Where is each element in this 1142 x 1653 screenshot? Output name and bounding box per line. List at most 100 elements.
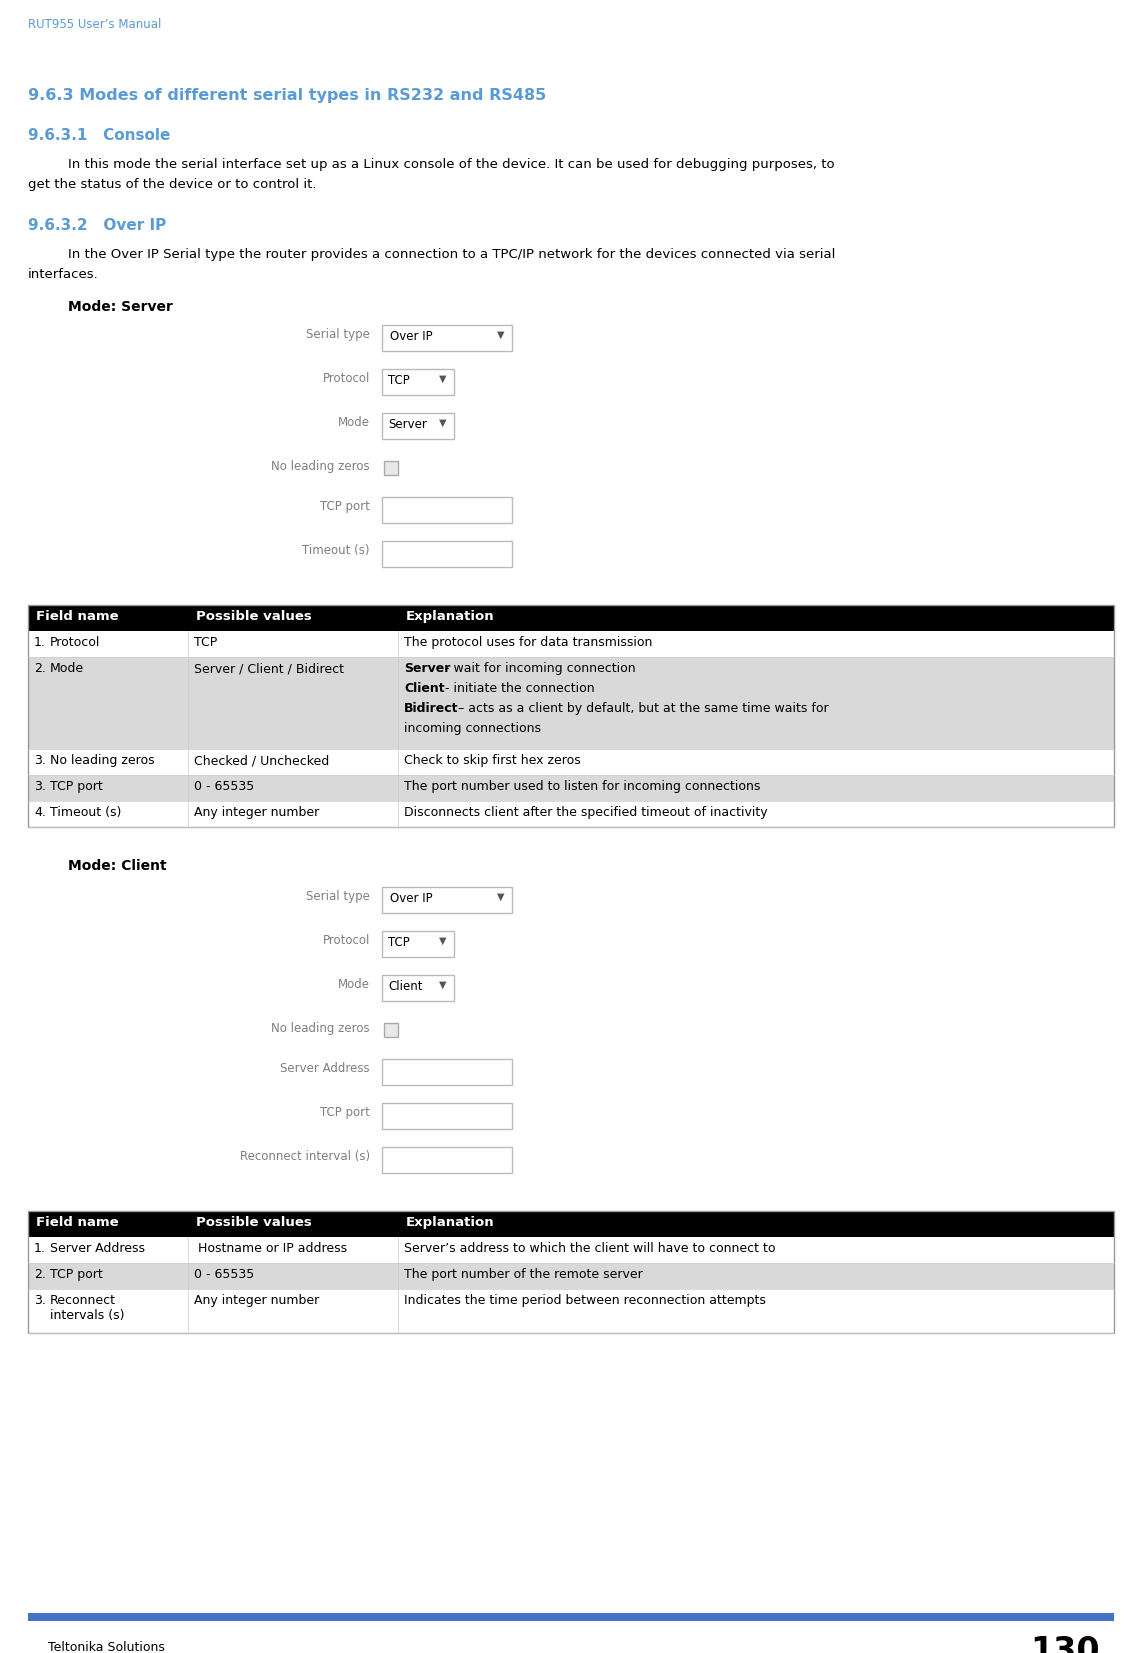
Text: ▼: ▼ [497, 893, 505, 903]
Text: Mode: Client: Mode: Client [69, 860, 167, 873]
Text: In this mode the serial interface set up as a Linux console of the device. It ca: In this mode the serial interface set up… [69, 159, 835, 170]
Text: The port number of the remote server: The port number of the remote server [404, 1268, 643, 1281]
Text: TCP: TCP [388, 936, 410, 949]
Bar [383, 1147, 512, 1174]
Text: TCP: TCP [194, 636, 217, 650]
Bar [29, 1236, 1113, 1263]
Text: Server: Server [404, 661, 450, 674]
Bar [29, 1212, 1113, 1332]
Bar [29, 1289, 1113, 1332]
Text: 130: 130 [1030, 1635, 1100, 1653]
Bar [29, 605, 1113, 826]
Bar [383, 1103, 512, 1129]
Text: Explanation: Explanation [407, 610, 494, 623]
Bar [29, 802, 1113, 826]
Text: 9.6.3 Modes of different serial types in RS232 and RS485: 9.6.3 Modes of different serial types in… [29, 88, 546, 102]
Bar [29, 656, 1113, 749]
Text: Server’s address to which the client will have to connect to: Server’s address to which the client wil… [404, 1241, 775, 1255]
Text: 2.: 2. [34, 1268, 46, 1281]
Text: Mode: Mode [50, 661, 85, 674]
Text: 2.: 2. [34, 661, 46, 674]
Text: Disconnects client after the specified timeout of inactivity: Disconnects client after the specified t… [404, 807, 767, 818]
Bar [384, 1023, 399, 1036]
Bar [29, 1613, 1113, 1622]
Text: Protocol: Protocol [323, 372, 370, 385]
Text: Explanation: Explanation [407, 1217, 494, 1228]
Text: Hostname or IP address: Hostname or IP address [194, 1241, 347, 1255]
Text: TCP port: TCP port [50, 1268, 103, 1281]
Bar [383, 541, 512, 567]
Text: RUT955 User’s Manual: RUT955 User’s Manual [29, 18, 161, 31]
Text: Field name: Field name [37, 610, 119, 623]
Text: 3.: 3. [34, 754, 46, 767]
Text: Field name: Field name [37, 1217, 119, 1228]
Text: Over IP: Over IP [391, 331, 433, 344]
Text: incoming connections: incoming connections [404, 722, 541, 736]
Text: Mode: Server: Mode: Server [69, 299, 172, 314]
Text: - wait for incoming connection: - wait for incoming connection [441, 661, 636, 674]
Text: Possible values: Possible values [196, 1217, 312, 1228]
Text: Bidirect: Bidirect [404, 703, 458, 716]
Text: Teltonika Solutions: Teltonika Solutions [48, 1641, 164, 1653]
Text: interfaces.: interfaces. [29, 268, 98, 281]
Text: Server Address: Server Address [50, 1241, 145, 1255]
Text: TCP port: TCP port [320, 499, 370, 512]
Text: 9.6.3.2   Over IP: 9.6.3.2 Over IP [29, 218, 167, 233]
Bar [29, 631, 1113, 656]
Text: Check to skip first hex zeros: Check to skip first hex zeros [404, 754, 581, 767]
Text: Reconnect
intervals (s): Reconnect intervals (s) [50, 1294, 124, 1322]
Text: 3.: 3. [34, 780, 46, 793]
Text: TCP port: TCP port [50, 780, 103, 793]
Text: Over IP: Over IP [391, 893, 433, 904]
Text: Serial type: Serial type [306, 889, 370, 903]
Text: TCP: TCP [388, 374, 410, 387]
Text: No leading zeros: No leading zeros [272, 1022, 370, 1035]
Bar [383, 975, 455, 1002]
Text: 0 - 65535: 0 - 65535 [194, 780, 255, 793]
Text: Any integer number: Any integer number [194, 1294, 320, 1308]
Text: Server: Server [388, 418, 427, 431]
Text: Client: Client [404, 683, 444, 694]
Text: No leading zeros: No leading zeros [272, 460, 370, 473]
Bar [384, 461, 399, 474]
Text: Any integer number: Any integer number [194, 807, 320, 818]
Text: 1.: 1. [34, 636, 46, 650]
Text: – acts as a client by default, but at the same time waits for: – acts as a client by default, but at th… [453, 703, 828, 716]
Text: The port number used to listen for incoming connections: The port number used to listen for incom… [404, 780, 761, 793]
Text: TCP port: TCP port [320, 1106, 370, 1119]
Text: In the Over IP Serial type the router provides a connection to a TPC/IP network : In the Over IP Serial type the router pr… [69, 248, 836, 261]
Text: Mode: Mode [338, 417, 370, 430]
Bar [383, 1060, 512, 1084]
Text: Serial type: Serial type [306, 327, 370, 341]
Text: ▼: ▼ [439, 418, 447, 428]
Text: 4.: 4. [34, 807, 46, 818]
Text: ▼: ▼ [497, 331, 505, 341]
Bar [29, 775, 1113, 802]
Bar [29, 1263, 1113, 1289]
Text: - initiate the connection: - initiate the connection [441, 683, 595, 694]
Text: Protocol: Protocol [50, 636, 100, 650]
Text: Reconnect interval (s): Reconnect interval (s) [240, 1150, 370, 1164]
Bar [29, 605, 1113, 631]
Text: Mode: Mode [338, 979, 370, 992]
Text: Client: Client [388, 980, 423, 993]
Bar [29, 749, 1113, 775]
Text: 1.: 1. [34, 1241, 46, 1255]
Bar [383, 326, 512, 350]
Text: Timeout (s): Timeout (s) [50, 807, 121, 818]
Text: 3.: 3. [34, 1294, 46, 1308]
Text: Protocol: Protocol [323, 934, 370, 947]
Text: ▼: ▼ [439, 374, 447, 383]
Bar [29, 1212, 1113, 1236]
Text: ▼: ▼ [439, 980, 447, 990]
Text: ▼: ▼ [439, 936, 447, 946]
Bar [383, 498, 512, 522]
Bar [383, 369, 455, 395]
Text: The protocol uses for data transmission: The protocol uses for data transmission [404, 636, 652, 650]
Bar [383, 931, 455, 957]
Text: Indicates the time period between reconnection attempts: Indicates the time period between reconn… [404, 1294, 766, 1308]
Bar [383, 888, 512, 912]
Text: get the status of the device or to control it.: get the status of the device or to contr… [29, 179, 316, 192]
Text: No leading zeros: No leading zeros [50, 754, 154, 767]
Bar [383, 413, 455, 440]
